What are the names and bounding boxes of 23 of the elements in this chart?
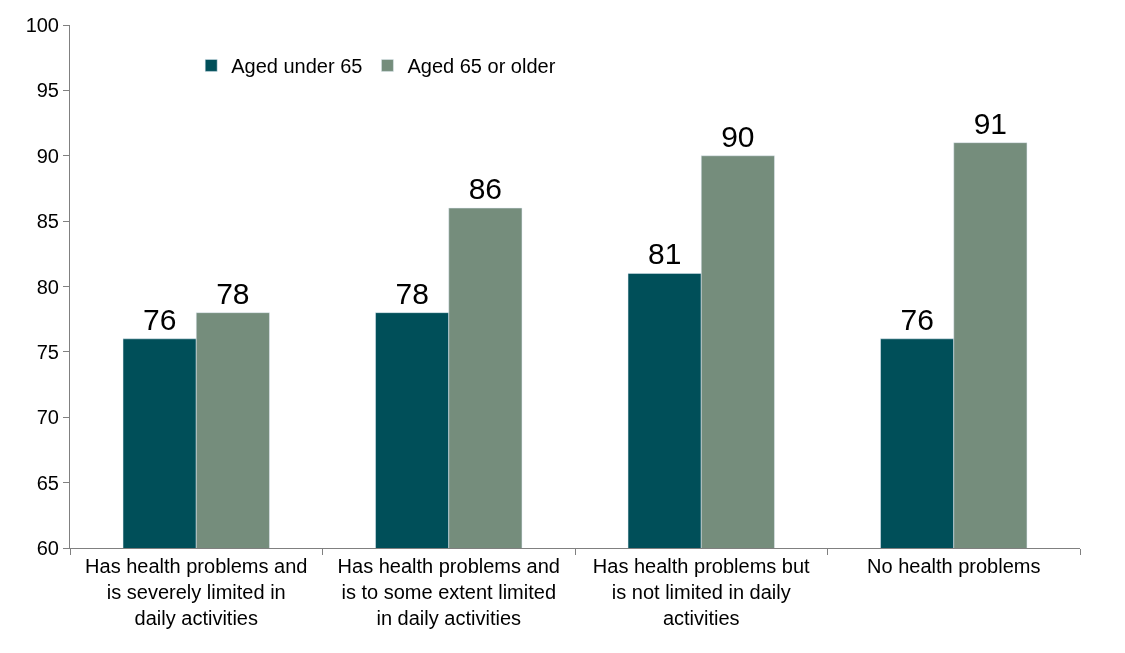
- data-label: 76: [142, 302, 177, 336]
- y-tick-label: 85: [36, 210, 59, 233]
- legend-label: Aged 65 or older: [407, 55, 556, 78]
- data-label: 90: [721, 119, 755, 153]
- data-label: 86: [468, 172, 503, 206]
- legend-label: Aged under 65: [231, 55, 363, 78]
- data-label: 78: [395, 276, 429, 310]
- data-label: 76: [900, 302, 934, 336]
- data-label: 78: [216, 276, 250, 310]
- y-tick-label: 90: [36, 144, 59, 167]
- data-label: 91: [973, 106, 1008, 140]
- y-tick-label: 80: [36, 275, 59, 298]
- y-tick-label: 70: [36, 406, 59, 429]
- x-tick-label: Has health problems but is not limited in daily activities: [592, 555, 811, 629]
- x-tick-label: Has health problems and is severely limited in daily activities: [85, 555, 308, 629]
- x-tick-label: Has health problems and is to some extent limited in daily activities: [337, 555, 560, 629]
- y-tick-label: 100: [25, 14, 59, 36]
- data-label: 81: [647, 237, 682, 271]
- y-tick-label: 95: [36, 79, 59, 102]
- x-tick-label: No health problems: [867, 555, 1041, 577]
- y-tick-label: 75: [36, 340, 59, 363]
- y-tick-label: 65: [36, 471, 59, 494]
- y-tick-label: 60: [36, 537, 59, 559]
